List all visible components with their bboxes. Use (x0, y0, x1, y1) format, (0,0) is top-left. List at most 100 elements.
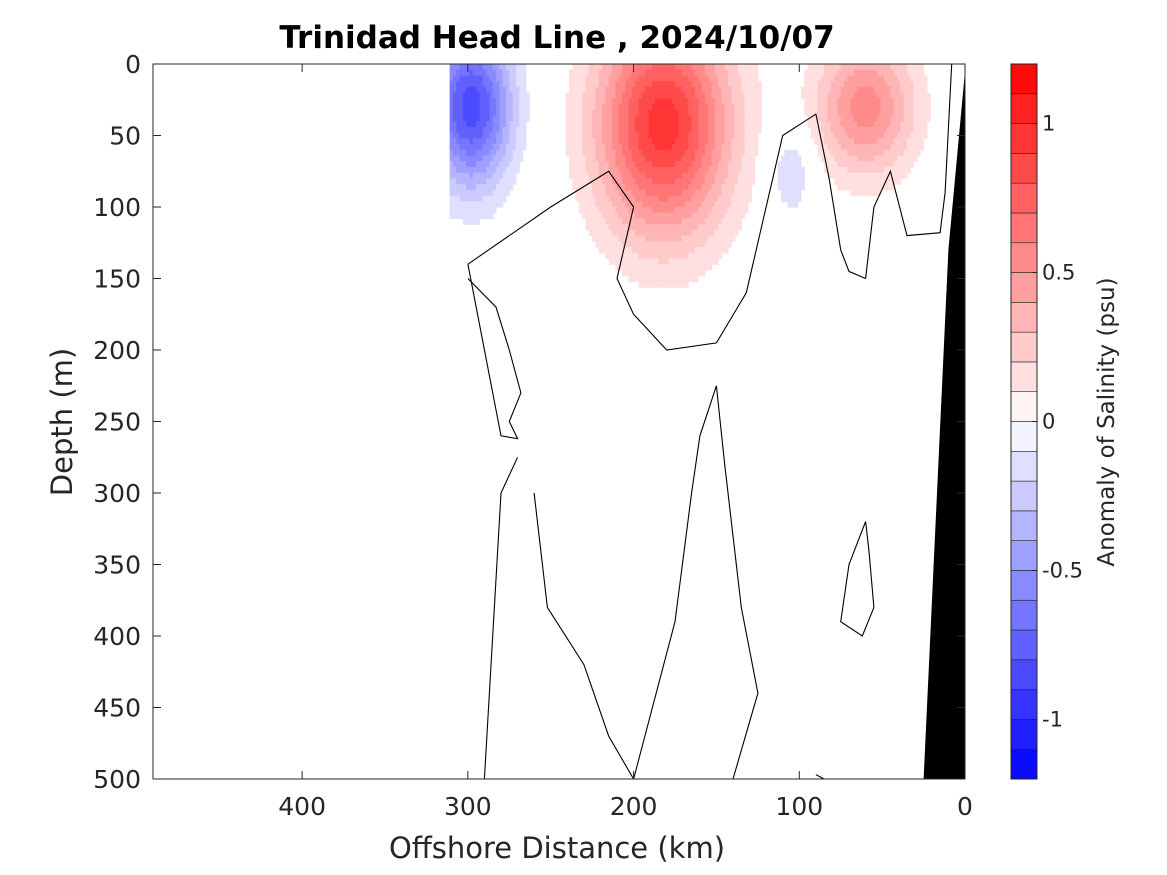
field-cell (728, 178, 732, 185)
field-cell (595, 207, 600, 214)
field-cell (585, 207, 590, 214)
field-cell (645, 98, 650, 105)
field-cell (492, 178, 497, 185)
field-cell (635, 109, 640, 117)
field-cell (608, 224, 613, 231)
field-cell (880, 75, 885, 82)
field-cell (897, 132, 901, 139)
field-cell (598, 132, 603, 139)
field-cell (466, 207, 471, 214)
field-cell (598, 155, 603, 162)
field-cell (635, 218, 640, 225)
field-cell (625, 64, 630, 71)
field-cell (602, 81, 606, 88)
field-cell (486, 161, 490, 168)
field-cell (734, 166, 739, 174)
field-cell (608, 149, 613, 157)
field-cell (628, 229, 633, 237)
field-cell (505, 75, 510, 82)
field-cell (665, 235, 669, 242)
field-cell (479, 69, 484, 77)
field-cell (648, 144, 653, 151)
field-cell (522, 132, 527, 139)
field-cell (665, 121, 669, 128)
field-cell (678, 212, 683, 220)
field-cell (466, 92, 471, 99)
field-cell (830, 115, 835, 122)
field-cell (688, 132, 693, 139)
field-cell (684, 235, 689, 242)
field-cell (509, 81, 514, 88)
field-cell (456, 115, 461, 122)
field-cell (638, 86, 643, 94)
field-cell (618, 64, 623, 71)
field-cell (681, 252, 686, 260)
field-cell (867, 166, 872, 174)
field-cell (897, 172, 901, 179)
field-cell (684, 275, 689, 282)
field-cell (598, 195, 603, 202)
field-cell (857, 104, 862, 111)
field-cell (678, 218, 683, 225)
field-cell (744, 86, 749, 94)
field-cell (625, 258, 630, 265)
field-cell (469, 166, 474, 174)
field-cell (621, 264, 626, 271)
field-cell (820, 155, 825, 162)
field-cell (671, 69, 676, 77)
field-cell (893, 69, 898, 77)
field-cell (655, 109, 660, 117)
field-cell (731, 189, 736, 197)
field-cell (897, 104, 901, 111)
field-cell (830, 64, 835, 71)
field-cell (505, 92, 510, 99)
field-cell (691, 224, 696, 231)
field-cell (635, 195, 640, 202)
field-cell (784, 161, 789, 168)
field-cell (870, 92, 875, 99)
field-cell (592, 92, 597, 99)
field-cell (718, 75, 722, 82)
field-cell (515, 86, 520, 94)
field-cell (608, 166, 613, 174)
field-cell (615, 178, 620, 185)
field-cell (870, 69, 875, 77)
field-cell (598, 235, 603, 242)
field-cell (482, 81, 487, 88)
field-cell (827, 81, 832, 88)
field-cell (658, 218, 663, 225)
field-cell (648, 115, 653, 122)
field-cell (887, 126, 892, 134)
field-cell (708, 121, 713, 128)
field-cell (737, 104, 742, 111)
field-cell (701, 252, 706, 260)
field-cell (592, 109, 597, 117)
field-cell (847, 161, 852, 168)
field-cell (585, 132, 590, 139)
field-cell (651, 224, 656, 231)
field-cell (824, 86, 829, 94)
field-cell (718, 247, 722, 254)
field-cell (728, 229, 732, 237)
field-cell (585, 212, 590, 220)
field-cell (605, 132, 610, 139)
field-cell (668, 81, 673, 88)
field-cell (638, 264, 643, 271)
field-cell (684, 184, 689, 191)
field-cell (598, 229, 603, 237)
field-cell (728, 64, 732, 71)
field-cell (721, 126, 726, 134)
field-cell (897, 81, 901, 88)
field-cell (860, 115, 865, 122)
field-cell (608, 104, 613, 111)
field-cell (704, 172, 709, 179)
field-cell (820, 69, 825, 77)
field-cell (578, 155, 583, 162)
field-cell (608, 98, 613, 105)
field-cell (651, 275, 656, 282)
field-cell (724, 121, 729, 128)
field-cell (469, 195, 474, 202)
field-cell (621, 212, 626, 220)
field-cell (512, 64, 517, 71)
field-cell (747, 172, 752, 179)
